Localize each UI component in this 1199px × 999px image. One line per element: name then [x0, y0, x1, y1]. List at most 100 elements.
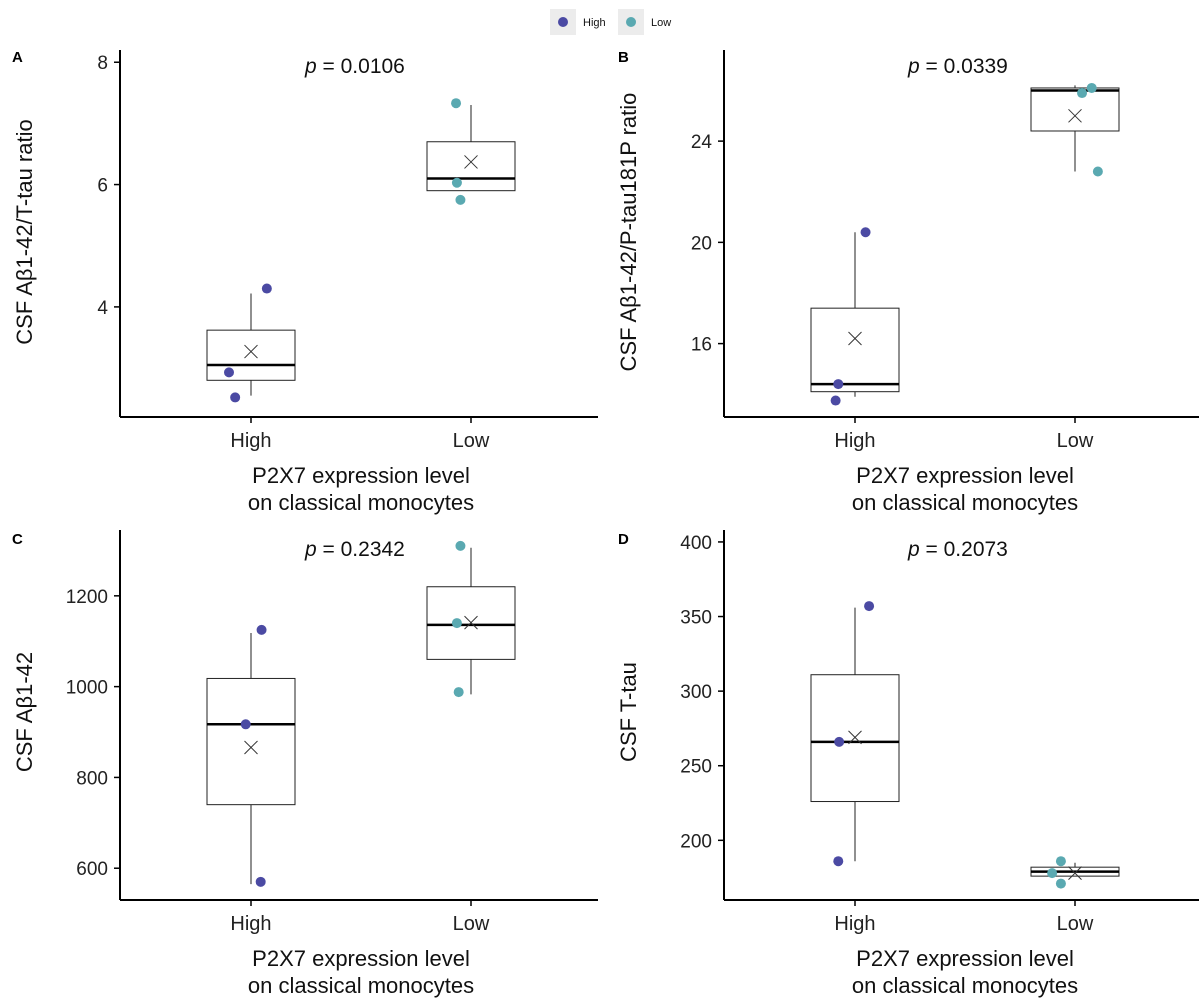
box-iqr	[810, 307, 900, 393]
data-point-high	[860, 227, 871, 238]
data-point-high	[830, 395, 841, 406]
x-tick-label-low: Low	[453, 430, 490, 452]
x-axis-label-line1: P2X7 expression level	[252, 463, 470, 488]
box-low	[1030, 85, 1120, 172]
x-tick-label-high: High	[834, 430, 875, 452]
mean-marker	[244, 344, 258, 359]
legend-marker-low	[626, 17, 636, 27]
data-point-low	[451, 98, 462, 109]
mean-marker	[244, 740, 258, 755]
x-axis-label-line1: P2X7 expression level	[856, 946, 1074, 971]
y-tick-label: 600	[76, 859, 108, 880]
box-high	[206, 293, 296, 396]
data-point-low	[1047, 868, 1058, 879]
data-point-high	[230, 392, 241, 403]
y-tick-label: 200	[680, 831, 712, 852]
mean-marker	[848, 331, 862, 346]
data-point-low	[1092, 166, 1103, 177]
x-axis-label-line1: P2X7 expression level	[252, 946, 470, 971]
data-point-low	[455, 540, 466, 551]
data-point-high	[833, 379, 844, 390]
data-point-low	[1086, 82, 1097, 93]
box-iqr	[1030, 87, 1120, 132]
y-tick-label: 800	[76, 768, 108, 789]
legend-marker-high	[558, 17, 568, 27]
x-tick-label-high: High	[230, 430, 271, 452]
panel-letter: A	[12, 49, 23, 66]
p-value-label: p = 0.2342	[304, 538, 405, 561]
y-tick-label: 350	[680, 608, 712, 629]
box-iqr	[206, 677, 296, 806]
mean-marker	[464, 615, 478, 630]
data-point-low	[455, 194, 466, 205]
y-axis-label: CSF Aβ1-42	[12, 652, 37, 772]
x-tick-label-low: Low	[1057, 913, 1094, 935]
mean-marker	[464, 155, 478, 169]
x-tick-label-high: High	[230, 913, 271, 935]
data-point-low	[1055, 856, 1066, 867]
x-tick-label-low: Low	[1057, 430, 1094, 452]
data-point-low	[453, 687, 464, 698]
y-tick-label: 20	[691, 233, 712, 254]
data-point-high	[864, 601, 875, 612]
y-tick-label: 24	[691, 132, 713, 153]
y-axis-label: CSF Aβ1-42/T-tau ratio	[12, 119, 37, 344]
data-point-high	[224, 367, 234, 378]
legend-label-high: High	[583, 17, 606, 29]
x-axis-label-line2: on classical monocytes	[852, 490, 1078, 515]
data-point-low	[451, 177, 462, 188]
x-tick-label-low: Low	[453, 913, 490, 935]
box-low	[426, 547, 516, 695]
y-tick-label: 4	[97, 298, 108, 319]
panel-letter: D	[618, 531, 629, 548]
box-low	[426, 105, 516, 192]
data-point-high	[834, 736, 845, 747]
data-point-low	[451, 618, 462, 629]
mean-marker	[1068, 108, 1082, 123]
x-tick-label-high: High	[834, 913, 875, 935]
panel-letter: C	[12, 531, 23, 548]
box-iqr	[810, 674, 900, 803]
mean-marker	[1068, 866, 1082, 880]
x-axis-label-line1: P2X7 expression level	[856, 463, 1074, 488]
legend-label-low: Low	[651, 17, 671, 29]
y-tick-label: 400	[680, 533, 712, 554]
y-axis-label: CSF T-tau	[616, 662, 641, 762]
y-axis-label: CSF Aβ1-42/P-tau181P ratio	[616, 93, 641, 372]
panel-letter: B	[618, 49, 629, 66]
mean-marker	[848, 730, 862, 745]
panel-d: D 200 250 300 350 400 High Low P2X7 expression l…	[616, 530, 1199, 998]
data-point-low	[1077, 88, 1088, 99]
box-high	[810, 607, 900, 862]
y-tick-label: 16	[691, 335, 712, 356]
box-low	[1030, 862, 1120, 880]
y-tick-label: 6	[97, 176, 108, 197]
box-high	[810, 232, 900, 397]
y-tick-label: 1200	[66, 587, 108, 608]
box-iqr	[206, 329, 296, 381]
box-high	[206, 633, 296, 885]
p-value-label: p = 0.0106	[304, 55, 405, 78]
y-tick-label: 1000	[66, 678, 108, 699]
data-point-high	[261, 283, 272, 294]
data-point-high	[255, 876, 266, 887]
box-iqr	[426, 141, 516, 192]
legend: High Low	[550, 9, 671, 35]
panel-c: C 600 800 1000 1200 High Low P2X7 expression le…	[12, 530, 598, 998]
data-point-high	[240, 719, 251, 730]
y-tick-label: 8	[97, 53, 108, 74]
x-axis-label-line2: on classical monocytes	[852, 973, 1078, 998]
data-point-high	[833, 856, 844, 867]
data-point-low	[1055, 878, 1066, 889]
p-value-label: p = 0.0339	[907, 55, 1008, 78]
x-axis-label-line2: on classical monocytes	[248, 973, 474, 998]
data-point-high	[256, 624, 267, 635]
y-tick-label: 300	[680, 682, 712, 703]
y-tick-label: 250	[680, 757, 712, 778]
x-axis-label-line2: on classical monocytes	[248, 490, 474, 515]
p-value-label: p = 0.2073	[907, 538, 1008, 561]
